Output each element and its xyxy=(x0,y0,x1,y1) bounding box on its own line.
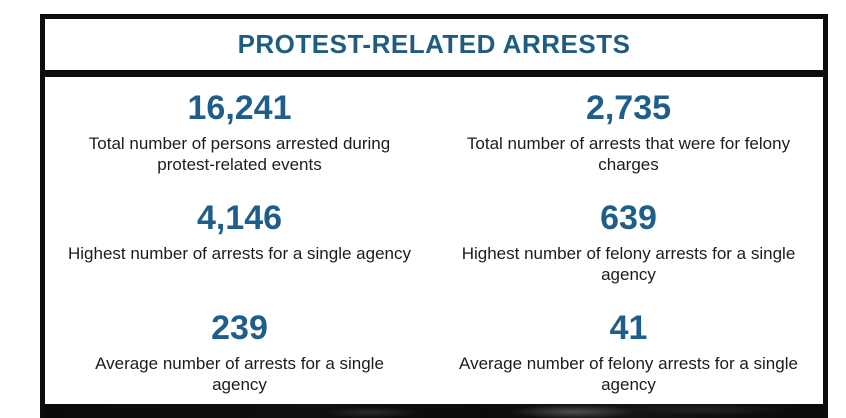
stat-value: 4,146 xyxy=(196,199,283,237)
stat-label: Average number of arrests for a single a… xyxy=(95,353,384,395)
background-photo-edge xyxy=(45,404,823,418)
stat-value: 2,735 xyxy=(585,89,672,127)
stats-card: PROTEST-RELATED ARRESTS 16,241 Total num… xyxy=(40,14,828,418)
stat-highest-felony-arrests-single-agency: 639 Highest number of felony arrests for… xyxy=(434,199,823,286)
stat-label: Total number of persons arrested during … xyxy=(88,133,391,175)
stat-label: Highest number of felony arrests for a s… xyxy=(461,243,796,285)
stat-value: 16,241 xyxy=(187,89,292,127)
stat-total-persons-arrested: 16,241 Total number of persons arrested … xyxy=(45,89,434,176)
stat-average-arrests-single-agency: 239 Average number of arrests for a sing… xyxy=(45,309,434,396)
stat-label: Average number of felony arrests for a s… xyxy=(459,353,798,395)
page-title: PROTEST-RELATED ARRESTS xyxy=(237,29,631,59)
stats-grid: 16,241 Total number of persons arrested … xyxy=(45,77,823,418)
stat-value: 639 xyxy=(600,199,657,237)
stat-total-felony-arrests: 2,735 Total number of arrests that were … xyxy=(434,89,823,176)
stat-label: Highest number of arrests for a single a… xyxy=(67,243,411,263)
stat-value: 41 xyxy=(609,309,648,347)
stat-label: Total number of arrests that were for fe… xyxy=(466,133,791,175)
stat-average-felony-arrests-single-agency: 41 Average number of felony arrests for … xyxy=(434,309,823,396)
card-header: PROTEST-RELATED ARRESTS xyxy=(45,19,823,77)
stat-highest-arrests-single-agency: 4,146 Highest number of arrests for a si… xyxy=(45,199,434,264)
stat-value: 239 xyxy=(211,309,268,347)
